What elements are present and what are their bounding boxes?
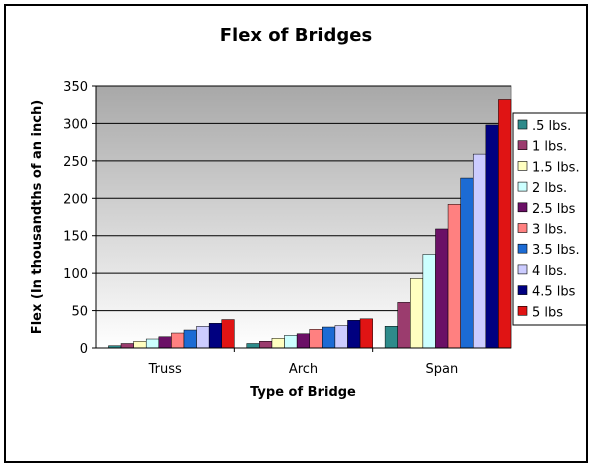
legend-swatch bbox=[517, 202, 528, 213]
bar bbox=[422, 254, 436, 349]
legend-swatch bbox=[517, 181, 528, 192]
bar bbox=[359, 318, 373, 349]
legend-label: 4.5 lbs bbox=[532, 285, 576, 300]
legend-label: 2.5 lbs bbox=[532, 202, 576, 217]
bar bbox=[498, 99, 512, 349]
bar bbox=[347, 320, 361, 349]
legend: .5 lbs. 1 lbs. 1.5 lbs. 2 lbs. 2.5 lbs 3 lbs.… bbox=[512, 112, 586, 326]
y-tick-label: 200 bbox=[63, 192, 88, 207]
legend-swatch bbox=[517, 243, 528, 254]
axes: 0 50 100 150 200 250 300 350 Truss Arch Span bbox=[63, 80, 511, 377]
bar bbox=[271, 338, 285, 349]
bar bbox=[309, 329, 323, 349]
y-tick-label: 0 bbox=[80, 342, 88, 357]
y-axis-title: Flex (In thousandths of an inch) bbox=[30, 100, 45, 334]
bars bbox=[108, 99, 512, 349]
bar bbox=[171, 332, 185, 349]
bar bbox=[145, 338, 160, 349]
y-tick-label: 150 bbox=[63, 230, 88, 245]
bar bbox=[322, 326, 336, 349]
legend-swatch bbox=[517, 305, 528, 316]
legend-swatch bbox=[517, 264, 528, 275]
y-tick-label: 300 bbox=[63, 117, 88, 132]
x-tick-label: Arch bbox=[289, 362, 318, 377]
legend-swatch bbox=[517, 161, 528, 171]
bar bbox=[296, 333, 310, 349]
legend-label: 1.5 lbs. bbox=[532, 160, 580, 175]
bar bbox=[196, 326, 210, 349]
bar bbox=[208, 323, 223, 349]
bar-chart: Flex of Bridges 0 50 100 150 200 250 300 350 Tru… bbox=[30, 25, 586, 400]
legend-label: 4 lbs. bbox=[532, 264, 567, 279]
legend-swatch bbox=[517, 223, 528, 233]
bar bbox=[460, 177, 474, 349]
bar bbox=[384, 326, 398, 349]
chart-frame: Flex of Bridges 0 50 100 150 200 250 300 350 Tru… bbox=[4, 4, 588, 463]
y-tick-label: 250 bbox=[63, 155, 88, 170]
legend-swatch bbox=[517, 119, 528, 130]
legend-label: .5 lbs. bbox=[532, 119, 571, 134]
bar bbox=[183, 329, 197, 349]
x-axis-title: Type of Bridge bbox=[250, 385, 356, 400]
bar bbox=[133, 341, 147, 349]
bar bbox=[435, 228, 449, 349]
bar bbox=[472, 153, 487, 349]
y-tick-label: 50 bbox=[71, 305, 88, 320]
legend-label: 3.5 lbs. bbox=[532, 243, 580, 258]
bar bbox=[259, 341, 273, 349]
bar bbox=[397, 302, 411, 349]
legend-label: 2 lbs. bbox=[532, 181, 567, 196]
legend-swatch bbox=[517, 140, 528, 150]
bar bbox=[158, 336, 172, 349]
bar bbox=[334, 325, 348, 349]
y-tick-label: 350 bbox=[63, 80, 88, 95]
x-tick-label: Span bbox=[425, 362, 458, 377]
bar bbox=[284, 335, 298, 349]
y-tick-label: 100 bbox=[63, 267, 88, 282]
bar bbox=[485, 124, 499, 349]
bar bbox=[447, 204, 461, 349]
bar bbox=[246, 343, 260, 349]
legend-label: 1 lbs. bbox=[532, 140, 567, 155]
legend-label: 5 lbs bbox=[532, 305, 563, 320]
chart-title: Flex of Bridges bbox=[220, 25, 372, 46]
bar bbox=[221, 319, 235, 349]
x-tick-label: Truss bbox=[148, 362, 182, 377]
legend-label: 3 lbs. bbox=[532, 223, 567, 238]
bar bbox=[410, 278, 424, 349]
bar bbox=[120, 343, 134, 349]
legend-swatch bbox=[517, 285, 528, 295]
